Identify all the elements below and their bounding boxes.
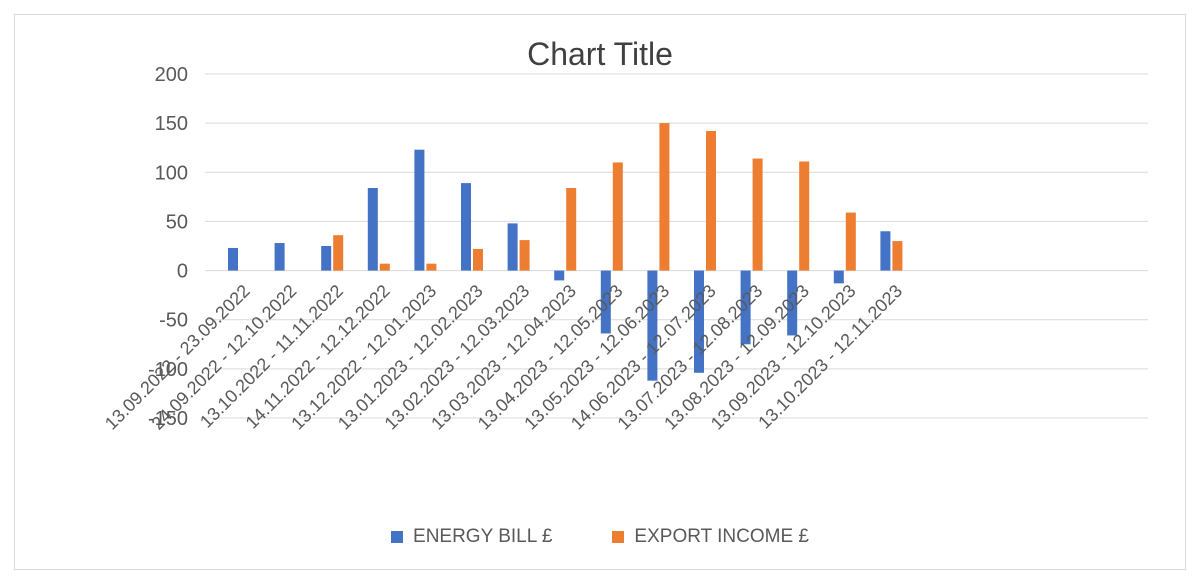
bar-export-income	[426, 263, 437, 271]
bar-energy-bill	[321, 246, 332, 271]
bar-energy-bill	[647, 270, 658, 381]
legend-label-export-income: EXPORT INCOME £	[634, 526, 809, 547]
legend-label-energy-bill: ENERGY BILL £	[413, 526, 553, 547]
bar-export-income	[706, 131, 716, 271]
bar-energy-bill	[274, 243, 285, 271]
legend-item-export-income: EXPORT INCOME £	[612, 526, 809, 548]
bar-export-income	[473, 248, 483, 271]
bar-energy-bill	[880, 231, 891, 271]
bar-energy-bill	[367, 188, 378, 271]
bar-energy-bill	[787, 270, 798, 336]
legend-swatch-export-income	[612, 531, 625, 543]
bar-export-income	[752, 158, 763, 271]
bar-export-income	[519, 240, 530, 271]
y-tick-label: 150	[155, 113, 188, 135]
bar-energy-bill	[228, 247, 238, 271]
chart-area	[14, 14, 1186, 570]
legend-swatch-energy-bill	[391, 531, 404, 543]
y-tick-label: -100	[148, 359, 188, 381]
bar-export-income	[799, 161, 810, 271]
bar-export-income	[566, 188, 577, 271]
y-tick-label: 100	[155, 162, 188, 184]
bar-export-income	[379, 263, 390, 271]
bar-export-income	[892, 241, 903, 271]
bar-energy-bill	[833, 270, 844, 284]
bar-energy-bill	[507, 223, 518, 271]
bar-energy-bill	[600, 270, 611, 334]
bar-energy-bill	[414, 149, 425, 271]
bar-export-income	[659, 123, 670, 271]
bar-energy-bill	[740, 270, 751, 345]
y-tick-label: 50	[166, 211, 188, 233]
chart-title: Chart Title	[527, 36, 673, 72]
y-tick-label: -50	[159, 310, 188, 332]
bar-energy-bill	[554, 270, 565, 281]
bar-energy-bill	[461, 183, 471, 271]
bar-export-income	[612, 162, 623, 271]
legend: ENERGY BILL £ EXPORT INCOME £	[0, 526, 1200, 548]
y-tick-label: 200	[155, 64, 188, 86]
legend-item-energy-bill: ENERGY BILL £	[391, 526, 552, 548]
bar-export-income	[333, 235, 344, 271]
bar-export-income	[845, 212, 856, 271]
bar-energy-bill	[694, 270, 704, 373]
y-tick-label: -150	[148, 408, 188, 430]
y-tick-label: 0	[177, 261, 188, 283]
